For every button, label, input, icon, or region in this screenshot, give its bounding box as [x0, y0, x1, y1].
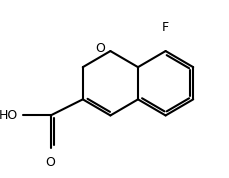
Text: O: O	[46, 156, 55, 169]
Text: F: F	[161, 21, 168, 34]
Text: HO: HO	[0, 109, 18, 122]
Text: O: O	[94, 42, 104, 55]
